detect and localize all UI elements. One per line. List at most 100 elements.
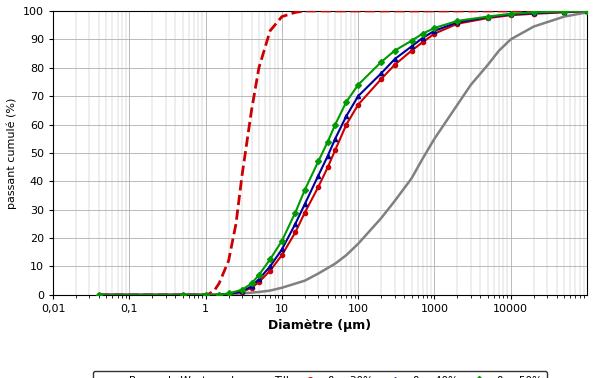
β = 30%	[561, 10, 568, 15]
β = 50%	[507, 11, 514, 16]
β = 50%	[484, 14, 491, 19]
β = 30%	[391, 63, 398, 67]
Till	[431, 136, 438, 141]
β = 40%	[419, 36, 426, 40]
β = 40%	[248, 284, 255, 288]
Boues de Westwood	[126, 293, 133, 297]
Boues de Westwood	[118, 293, 125, 297]
Boues de Westwood	[211, 288, 218, 293]
Till	[530, 24, 538, 29]
β = 30%	[583, 9, 590, 13]
Till	[315, 271, 322, 276]
Boues de Westwood	[255, 65, 263, 70]
β = 40%	[255, 277, 263, 282]
Till	[408, 176, 415, 181]
β = 40%	[267, 264, 274, 269]
β = 30%	[378, 77, 385, 81]
Boues de Westwood	[205, 292, 212, 296]
β = 30%	[267, 268, 274, 273]
β = 30%	[292, 230, 299, 235]
Till	[202, 293, 209, 297]
Till	[301, 278, 308, 283]
β = 40%	[292, 222, 299, 226]
Boues de Westwood	[190, 293, 197, 297]
Boues de Westwood	[301, 9, 308, 13]
β = 30%	[343, 122, 350, 127]
Line: Boues de Westwood: Boues de Westwood	[99, 11, 587, 295]
β = 30%	[431, 31, 438, 36]
β = 30%	[530, 11, 538, 16]
Till	[331, 261, 339, 266]
β = 30%	[454, 22, 461, 26]
Boues de Westwood	[292, 10, 299, 15]
β = 30%	[301, 210, 308, 215]
Till	[225, 292, 232, 296]
β = 40%	[391, 57, 398, 62]
β = 40%	[507, 12, 514, 17]
β = 40%	[355, 94, 362, 98]
β = 40%	[279, 247, 286, 252]
β = 40%	[583, 9, 590, 13]
β = 50%	[419, 31, 426, 36]
β = 40%	[408, 44, 415, 49]
β = 50%	[355, 82, 362, 87]
β = 30%	[202, 293, 209, 297]
β = 50%	[292, 210, 299, 215]
β = 50%	[331, 122, 339, 127]
Line: β = 30%: β = 30%	[97, 9, 589, 297]
β = 50%	[255, 273, 263, 277]
β = 50%	[96, 293, 103, 297]
Boues de Westwood	[583, 9, 590, 13]
β = 30%	[408, 48, 415, 53]
Legend: Boues de Westwood, Till, β = 30%, β = 40%, β = 50%: Boues de Westwood, Till, β = 30%, β = 40…	[93, 371, 547, 378]
β = 30%	[96, 293, 103, 297]
Till	[355, 242, 362, 246]
β = 50%	[530, 10, 538, 15]
β = 30%	[331, 148, 339, 152]
β = 30%	[324, 165, 331, 169]
β = 50%	[202, 293, 209, 297]
β = 30%	[279, 253, 286, 257]
Line: β = 40%: β = 40%	[97, 9, 589, 297]
Till	[583, 10, 590, 15]
β = 50%	[279, 239, 286, 243]
β = 40%	[96, 293, 103, 297]
β = 50%	[583, 9, 590, 13]
β = 30%	[255, 280, 263, 284]
β = 30%	[419, 40, 426, 45]
β = 30%	[216, 293, 223, 297]
Boues de Westwood	[96, 293, 103, 297]
β = 30%	[355, 102, 362, 107]
β = 40%	[202, 293, 209, 297]
Till	[507, 37, 514, 42]
Y-axis label: passant cumulé (%): passant cumulé (%)	[7, 97, 17, 209]
β = 50%	[301, 187, 308, 192]
β = 40%	[238, 289, 245, 294]
β = 40%	[301, 202, 308, 206]
β = 30%	[484, 16, 491, 20]
β = 40%	[216, 293, 223, 297]
β = 40%	[431, 29, 438, 33]
β = 30%	[248, 285, 255, 290]
β = 40%	[530, 11, 538, 15]
β = 40%	[331, 136, 339, 141]
Boues de Westwood	[216, 281, 223, 286]
β = 50%	[324, 139, 331, 144]
β = 50%	[454, 19, 461, 23]
β = 30%	[315, 185, 322, 189]
β = 30%	[238, 290, 245, 294]
β = 50%	[408, 39, 415, 43]
Boues de Westwood	[238, 174, 245, 178]
Till	[419, 156, 426, 161]
β = 30%	[179, 293, 186, 297]
β = 50%	[343, 99, 350, 104]
Boues de Westwood	[162, 293, 169, 297]
Till	[343, 253, 350, 257]
β = 30%	[225, 292, 232, 296]
Boues de Westwood	[267, 29, 274, 33]
β = 30%	[507, 13, 514, 17]
β = 40%	[561, 9, 568, 14]
β = 40%	[225, 292, 232, 296]
Boues de Westwood	[248, 108, 255, 113]
Till	[495, 48, 503, 53]
